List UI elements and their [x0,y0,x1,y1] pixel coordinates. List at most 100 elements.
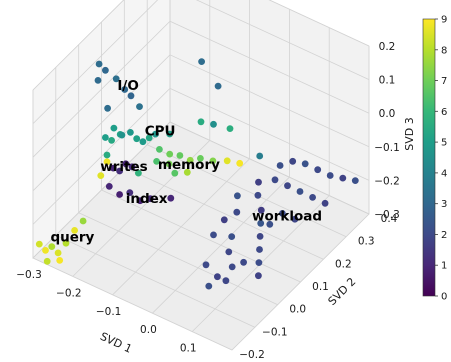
data-point [146,195,154,203]
data-point [176,152,184,159]
data-point [128,163,136,171]
colorbar-tick-label: 9 [441,15,447,26]
data-point [105,183,113,190]
data-point [228,233,236,241]
data-point [104,104,111,112]
data-point [35,240,43,248]
data-point [62,239,70,247]
data-point [266,220,274,228]
data-point [291,215,299,223]
data-point [152,130,159,138]
data-point [234,192,241,200]
x-tick-label: −0.1 [96,306,122,318]
data-point [102,66,109,74]
z-tick-label: −0.1 [374,142,400,154]
data-point [256,246,263,253]
data-point [301,160,309,168]
grid-line-z [32,87,370,225]
data-point [118,131,126,139]
data-point [102,134,109,141]
grid-line-z [32,54,370,192]
y-axis-label: SVD 2 [326,275,359,308]
data-point [202,261,210,269]
colorbar-tick-label: 3 [441,199,447,210]
colorbar-tick-label: 6 [441,107,447,118]
data-point [135,169,142,177]
data-point [97,172,105,180]
y-tick-label: −0.2 [239,349,265,361]
data-point [56,257,64,264]
data-point [255,178,262,186]
data-point [116,167,123,175]
grid-line-z [32,121,370,259]
data-point [225,248,233,256]
grid-line-z [32,0,370,124]
y-tick-label: 0.3 [358,236,375,248]
data-point [121,86,129,93]
data-point [226,125,234,132]
data-point [183,168,191,176]
data-point [110,124,118,132]
data-point [116,191,123,198]
data-point [233,208,241,216]
data-point [254,191,262,199]
z-tick-label: −0.2 [374,175,400,187]
data-point [127,92,135,100]
colorbar-tick-label: 0 [441,292,447,303]
annotation-label: CPU [145,124,176,140]
x-tick-label: 0.0 [140,324,157,336]
x-tick-label: 0.1 [180,343,197,355]
data-point [197,118,205,126]
data-point [186,156,194,164]
data-point [136,103,143,110]
data-point [326,172,334,179]
data-point [136,197,144,205]
data-point [103,158,111,166]
data-point [214,82,222,90]
data-point [296,188,304,195]
data-point [126,189,134,197]
data-point [309,194,316,201]
data-point [94,77,102,84]
x-axis-label: SVD 1 [98,330,134,356]
x-tick-label: −0.3 [16,269,42,281]
data-point [112,75,120,83]
data-point [209,157,217,165]
cluster-annotations: I/O CPU memory writes index workload query [50,78,322,246]
colorbar-tick-label: 2 [441,230,447,241]
data-point [223,157,231,165]
data-point [256,152,264,160]
y-tick-label: 0.2 [335,258,352,270]
data-point [256,233,264,240]
data-point [240,258,248,266]
data-point [43,257,51,265]
data-point [71,227,78,234]
colorbar-tick-label: 5 [441,138,447,149]
data-point [279,210,286,217]
colorbar-tick-label: 1 [441,261,447,272]
grid-lines [32,0,370,351]
data-point [156,146,163,153]
y-tick-label: 0.1 [312,281,329,293]
grid-line-z [32,20,370,158]
data-point [108,137,115,144]
annotation-label: writes [100,159,147,175]
data-point [198,58,206,65]
data-point [167,194,175,202]
grid-line-z [32,0,370,91]
x-tick-label: −0.2 [56,287,82,299]
data-point [42,247,49,254]
colorbar-bar [422,18,436,297]
y-tick-label: −0.1 [262,326,288,338]
data-point [205,282,213,290]
data-point [171,169,179,177]
data-point [197,155,204,162]
data-point [236,159,244,167]
z-tick-label: 0.1 [379,75,396,87]
axis-panes [32,0,370,351]
data-point [228,263,236,271]
data-point [48,243,56,251]
data-point [222,277,230,285]
colorbar: 0 1 2 3 4 5 6 7 8 9 [422,15,447,303]
